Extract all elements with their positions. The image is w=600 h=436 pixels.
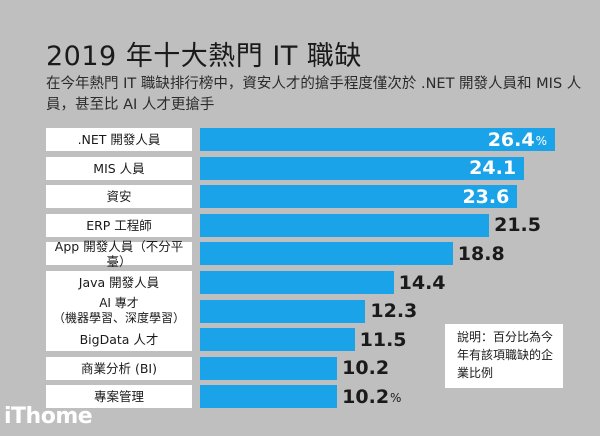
value-number: 10.2 — [342, 385, 390, 408]
chart-subtitle: 在今年熱門 IT 職缺排行榜中，資安人才的搶手程度僅次於 .NET 開發人員和 … — [46, 76, 582, 113]
value-label: 18.8 — [458, 242, 505, 265]
category-label: 專案管理 — [46, 385, 192, 409]
ithome-logo: iThome — [4, 404, 93, 429]
category-label: 商業分析 (BI) — [46, 356, 192, 380]
category-label: ERP 工程師 — [46, 213, 192, 237]
bar — [200, 356, 338, 380]
category-label: .NET 開發人員 — [46, 128, 192, 151]
value-number: 14.4 — [398, 271, 446, 294]
bar — [200, 385, 338, 409]
bar — [200, 185, 518, 209]
value-number: 23.6 — [462, 185, 510, 208]
category-label: MIS 人員 — [46, 156, 192, 180]
category-label: Java 開發人員 — [46, 271, 192, 294]
bar — [200, 299, 366, 323]
value-unit: % — [535, 134, 547, 148]
bar — [200, 242, 453, 266]
value-number: 21.5 — [494, 214, 541, 237]
note-box: 說明：百分比為今年有該項職缺的企業比例 — [445, 324, 563, 388]
value-label: 14.4 — [399, 271, 446, 294]
category-label: AI 專才 （機器學習、深度學習） — [46, 291, 192, 331]
value-label: 24.1 — [200, 157, 516, 180]
value-label: 10.2% — [342, 385, 401, 408]
value-number: 26.4 — [487, 128, 535, 151]
bar — [200, 213, 490, 237]
bar — [200, 328, 355, 352]
value-label: 23.6 — [200, 185, 509, 208]
value-unit: % — [390, 391, 402, 406]
category-label: App 開發人員（不分平臺） — [46, 239, 192, 269]
value-label: 12.3 — [370, 300, 417, 323]
category-label: 資安 — [46, 185, 192, 209]
value-number: 11.5 — [359, 328, 407, 351]
bar — [200, 271, 394, 294]
chart-title: 2019 年十大熱門 IT 職缺 — [46, 41, 362, 72]
value-label: 11.5 — [360, 328, 407, 351]
value-number: 12.3 — [370, 300, 418, 323]
value-label: 26.4% — [200, 128, 547, 151]
bar — [200, 156, 525, 180]
category-label: BigData 人才 — [46, 328, 192, 352]
value-number: 10.2 — [342, 357, 390, 380]
value-label: 10.2 — [342, 357, 389, 380]
bar — [200, 128, 555, 151]
value-number: 24.1 — [469, 157, 517, 180]
value-label: 21.5 — [494, 214, 541, 237]
value-number: 18.8 — [457, 242, 505, 265]
